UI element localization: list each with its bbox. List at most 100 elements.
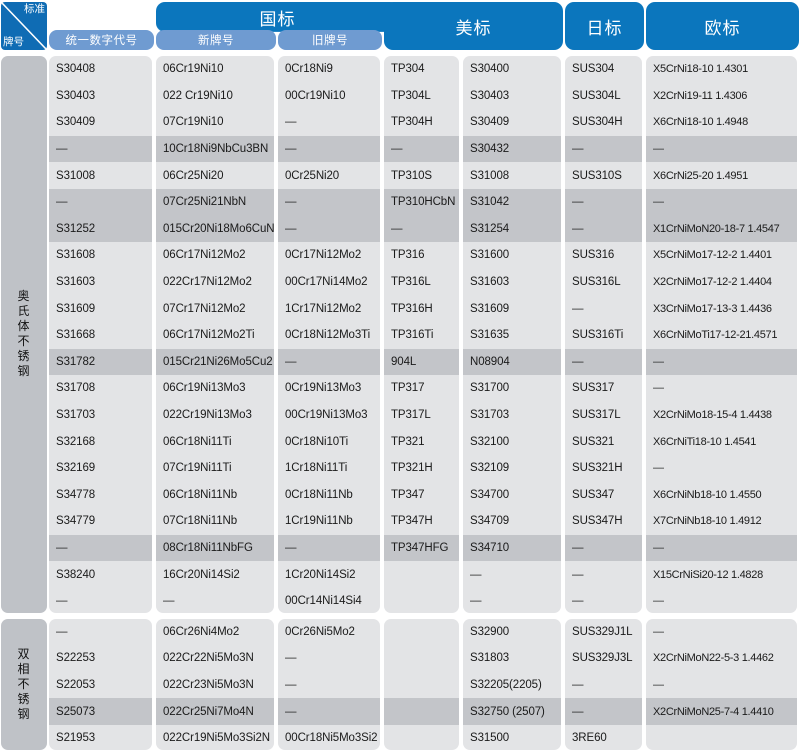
table-cell: SUS317 bbox=[572, 382, 615, 395]
column-panel: SUS304 SUS304L SUS304H — SUS310S — — SUS316 SUS3… bbox=[565, 56, 642, 613]
section-label-austenitic-stainless-steel: 奥氏体不锈钢 bbox=[1, 56, 47, 613]
table-cell: 07Cr18Ni11Nb bbox=[163, 515, 238, 528]
table-cell: 022 Cr19Ni10 bbox=[163, 89, 233, 102]
table-cell: — bbox=[572, 568, 584, 581]
table-cell: S32900 bbox=[470, 625, 510, 638]
table-cell: S31708 bbox=[56, 382, 96, 395]
header-group-meibiao[interactable]: 美标 bbox=[384, 2, 563, 50]
table-cell: S32109 bbox=[470, 462, 510, 475]
table-cell: X1CrNiMoN20-18-7 1.4547 bbox=[653, 222, 780, 235]
header-sub-label: 旧牌号 bbox=[312, 35, 348, 47]
column-panel: X5CrNi18-10 1.4301 X2CrNi19-11 1.4306 X6Cr… bbox=[646, 56, 797, 613]
header-group-label: 国标 bbox=[259, 10, 296, 29]
table-cell: X6CrNiNb18-10 1.4550 bbox=[653, 488, 762, 501]
table-cell: S32168 bbox=[56, 435, 96, 448]
table-cell: X3CrNiMo17-13-3 1.4436 bbox=[653, 302, 772, 315]
column-panel: S32900 S31803 S32205(2205) S32750 (2507) S31… bbox=[463, 618, 561, 750]
table-cell: 022Cr19Ni13Mo3 bbox=[163, 409, 252, 422]
header-group-label: 美标 bbox=[455, 18, 492, 38]
table-cell: S31609 bbox=[56, 302, 96, 315]
table-cell: 022Cr19Ni5Mo3Si2N bbox=[163, 732, 270, 745]
table-cell: 10Cr18Ni9NbCu3BN bbox=[163, 143, 269, 156]
column-panel: TP304 TP304L TP304H — TP310S TP310HCbN — TP316 T… bbox=[384, 56, 459, 613]
header-sub-unified-numeric-code[interactable]: 统一数字代号 bbox=[49, 30, 154, 50]
table-cell: 022Cr23Ni5Mo3N bbox=[163, 679, 254, 692]
table-cell: SUS347H bbox=[572, 515, 623, 528]
table-cell: S30400 bbox=[470, 63, 510, 76]
table-cell: — bbox=[653, 625, 664, 638]
table-cell: SUS329J3L bbox=[572, 652, 633, 665]
table-cell bbox=[384, 588, 459, 613]
table-cell: 022Cr25Ni7Mo4N bbox=[163, 705, 254, 718]
table-cell: 0Cr18Ni12Mo3Ti bbox=[285, 329, 371, 342]
header-group-ribiao[interactable]: 日标 bbox=[565, 2, 644, 50]
column-panel: 06Cr19Ni10 022 Cr19Ni10 07Cr19Ni10 10Cr18Ni… bbox=[156, 56, 274, 613]
table-cell: 07Cr17Ni12Mo2 bbox=[163, 302, 246, 315]
section-label-text: 双相不锈钢 bbox=[17, 646, 31, 721]
table-cell: TP347H bbox=[391, 515, 433, 528]
table-cell: S31008 bbox=[470, 169, 510, 182]
table-cell: S30403 bbox=[470, 89, 510, 102]
table-cell: S31603 bbox=[470, 276, 510, 289]
table-cell: — bbox=[572, 222, 584, 235]
header-group-oubiao[interactable]: 欧标 bbox=[646, 2, 799, 50]
table-cell: 00Cr19Ni13Mo3 bbox=[285, 409, 368, 422]
table-cell: 0Cr25Ni20 bbox=[285, 169, 340, 182]
table-cell: — bbox=[653, 355, 664, 368]
table-cell: — bbox=[285, 355, 297, 368]
table-cell: 1Cr19Ni11Nb bbox=[285, 515, 353, 528]
table-cell: 06Cr18Ni11Ti bbox=[163, 435, 232, 448]
table-cell: — bbox=[653, 595, 664, 608]
header-sub-old-grade[interactable]: 旧牌号 bbox=[278, 30, 382, 50]
table-cell: 06Cr19Ni10 bbox=[163, 63, 224, 76]
table-cell: 0Cr18Ni11Nb bbox=[285, 488, 353, 501]
table-cell: TP316L bbox=[391, 276, 431, 289]
table-cell: X6CrNiMoTi17-12-21.4571 bbox=[653, 329, 778, 342]
table-cell: — bbox=[653, 542, 664, 555]
table-cell: X2CrNiMoN25-7-4 1.4410 bbox=[653, 705, 774, 718]
table-cell: S32169 bbox=[56, 462, 96, 475]
table-cell: S31608 bbox=[56, 249, 96, 262]
table-cell bbox=[384, 619, 459, 646]
table-cell: S31008 bbox=[56, 169, 96, 182]
table-cell: 06Cr19Ni13Mo3 bbox=[163, 382, 246, 395]
table-cell: SUS317L bbox=[572, 409, 621, 422]
header-group-guobiao[interactable]: 国标 bbox=[156, 2, 399, 32]
table-cell: S31782 bbox=[56, 355, 96, 368]
header-sub-new-grade[interactable]: 新牌号 bbox=[156, 30, 276, 50]
table-cell: N08904 bbox=[470, 355, 510, 368]
table-cell: — bbox=[653, 679, 664, 692]
table-cell: S31600 bbox=[470, 249, 510, 262]
column-panel bbox=[384, 618, 459, 750]
table-cell: S30432 bbox=[470, 143, 510, 156]
table-cell: — bbox=[285, 542, 297, 555]
table-cell: 06Cr18Ni11Nb bbox=[163, 488, 238, 501]
table-cell: SUS329J1L bbox=[572, 625, 633, 638]
column-panel: — X2CrNiMoN22-5-3 1.4462 — X2CrNiMoN25-7-4 … bbox=[646, 618, 797, 750]
table-cell: SUS304L bbox=[572, 89, 621, 102]
header-group-label: 欧标 bbox=[704, 18, 741, 38]
table-cell: TP304L bbox=[391, 89, 431, 102]
table-cell: TP316H bbox=[391, 302, 433, 315]
table-cell: — bbox=[572, 542, 584, 555]
corner-header-cell: 标准 牌号 bbox=[1, 2, 47, 50]
header-sub-label: 统一数字代号 bbox=[65, 35, 138, 47]
column-panel: — S22253 S22053 S25073 S21953 bbox=[49, 618, 152, 750]
table-cell: TP321H bbox=[391, 462, 433, 475]
table-cell: 08Cr18Ni11NbFG bbox=[163, 542, 253, 555]
table-cell: — bbox=[653, 143, 664, 156]
table-cell: X2CrNiMo18-15-4 1.4438 bbox=[653, 409, 772, 422]
table-cell: S31703 bbox=[56, 409, 96, 422]
table-cell: — bbox=[56, 542, 68, 555]
table-cell: X2CrNiMo17-12-2 1.4404 bbox=[653, 276, 772, 289]
table-cell: X2CrNiMoN22-5-3 1.4462 bbox=[653, 652, 774, 665]
table-cell: 0Cr18Ni10Ti bbox=[285, 435, 349, 448]
table-cell: 06Cr26Ni4Mo2 bbox=[163, 625, 240, 638]
header-group-label: 日标 bbox=[586, 18, 623, 38]
table-cell: 0Cr19Ni13Mo3 bbox=[285, 382, 362, 395]
table-cell: TP310HCbN bbox=[391, 196, 456, 209]
table-cell: 1Cr20Ni14Si2 bbox=[285, 568, 356, 581]
table-cell: S31635 bbox=[470, 329, 510, 342]
table-cell: SUS347 bbox=[572, 488, 615, 501]
table-cell: 3RE60 bbox=[572, 732, 607, 745]
